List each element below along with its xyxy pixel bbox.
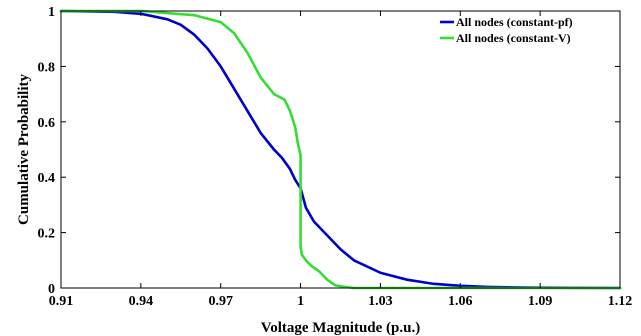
y-tick-label: 0 — [48, 282, 55, 297]
legend-label: All nodes (constant-pf) — [456, 15, 573, 29]
x-tick-label: 1.09 — [528, 294, 553, 309]
y-tick-label: 1 — [48, 5, 55, 20]
x-tick-label: 1 — [297, 294, 304, 309]
y-tick-label: 0.4 — [38, 171, 56, 186]
x-tick-label: 0.97 — [208, 294, 233, 309]
y-axis-title: Cumulative Probability — [16, 74, 32, 225]
series-layer — [59, 9, 622, 290]
x-tick-label: 1.12 — [608, 294, 633, 309]
y-tick-label: 0.6 — [38, 116, 56, 131]
plot-background — [61, 11, 620, 288]
y-tick-label: 0.2 — [38, 227, 56, 242]
series-line-2 — [59, 9, 622, 290]
tick-labels: 0.91 0.94 0.97 1 1.03 1.06 1.09 1.12 0 0.2 0.4 0.6 0… — [38, 5, 633, 309]
x-tick-label: 1.03 — [368, 294, 393, 309]
x-tick-label: 0.94 — [129, 294, 154, 309]
legend-label: All nodes (constant-V) — [456, 31, 571, 45]
axes-layer — [60, 10, 621, 289]
plot-area — [61, 11, 620, 288]
legend: All nodes (constant-pf) All nodes (consta… — [440, 15, 573, 45]
x-axis-title: Voltage Magnitude (p.u.) — [261, 320, 420, 336]
y-tick-label: 0.8 — [38, 60, 56, 75]
x-tick-label: 0.91 — [49, 294, 74, 309]
series-line-1 — [59, 9, 622, 290]
axes-box — [60, 10, 621, 289]
x-tick-label: 1.06 — [448, 294, 473, 309]
